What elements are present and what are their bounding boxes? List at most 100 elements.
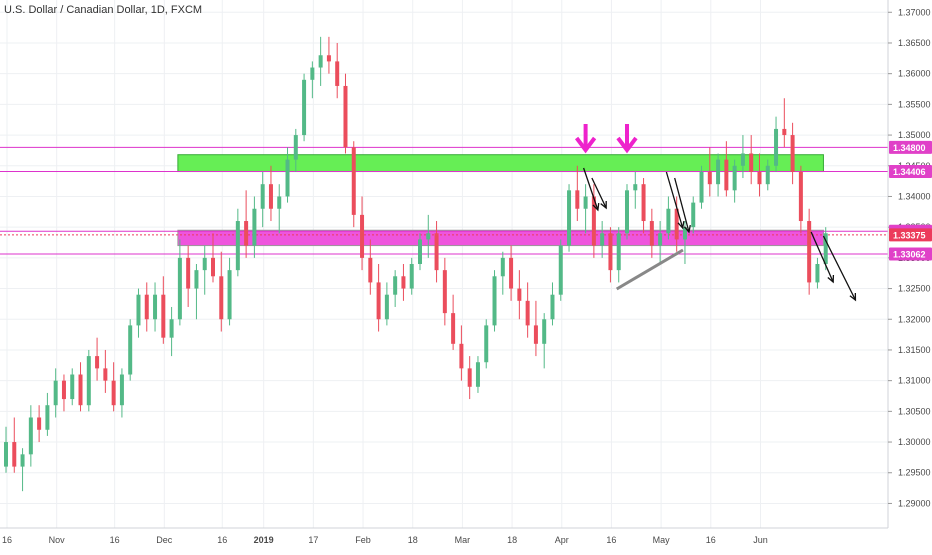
x-tick-label: 16 (2, 535, 12, 545)
level-lines (0, 146, 888, 255)
black-arrowhead (677, 220, 685, 230)
candle-body (70, 374, 75, 400)
x-tick-label: Mar (455, 535, 471, 545)
time-axis[interactable]: 16 Nov 16 Dec 16 2019 17 Feb 18 Mar 18 Apr 16 May 16 Ju… (0, 527, 888, 545)
candle-body (128, 325, 133, 375)
candle-body (765, 165, 770, 185)
candle-body (12, 442, 17, 467)
candle-body (401, 276, 406, 289)
black-arrowhead (683, 225, 691, 234)
price-label-bg (889, 247, 932, 261)
candle-body (625, 190, 629, 234)
candle-body (649, 221, 654, 246)
candle-body (492, 276, 497, 326)
candle-body (144, 294, 149, 320)
candle-body (384, 294, 389, 320)
candle-body (227, 270, 232, 320)
black-arrow (591, 177, 607, 209)
y-tick-label: 1.29500 (898, 468, 931, 478)
candle-body (360, 214, 365, 258)
candle-body (95, 356, 100, 369)
candle-body (326, 55, 331, 62)
candle-body (633, 184, 638, 191)
x-tick-label: Nov (49, 535, 66, 545)
candle-body (136, 294, 141, 326)
y-tick-label: 1.31500 (898, 345, 931, 355)
x-tick-label: Feb (355, 535, 371, 545)
candle-body (235, 221, 240, 271)
price-label-bg (889, 140, 932, 154)
candle-body (691, 202, 696, 228)
candle-body (302, 79, 307, 136)
candle-body (716, 159, 721, 185)
candle-body (591, 196, 596, 246)
symbol-title: U.S. Dollar / Canadian Dollar, 1D, FXCM (4, 4, 203, 16)
candle-body (467, 368, 472, 387)
price-axis[interactable]: 1.370001.365001.360001.355001.350001.345… (887, 0, 931, 528)
candle-body (103, 368, 108, 381)
candle-body (393, 276, 398, 295)
candle-body (119, 374, 124, 406)
candle-body (368, 257, 373, 283)
x-tick-label: May (653, 535, 671, 545)
candle-body (682, 227, 687, 240)
candle-body (161, 294, 166, 338)
candle-body (260, 184, 265, 209)
magenta-arrowhead (574, 136, 597, 154)
x-tick-label: Dec (156, 535, 173, 545)
y-tick-label: 1.36000 (898, 69, 931, 79)
candle-body (53, 380, 58, 406)
price-label: 1.33062 (893, 250, 926, 260)
y-tick-label: 1.30000 (898, 437, 931, 447)
candle-body (608, 233, 613, 271)
candle-body (724, 159, 729, 191)
candle-body (699, 171, 704, 203)
candle-body (277, 196, 282, 209)
candle-body (567, 190, 572, 246)
black-arrow (582, 167, 599, 211)
candle-body (484, 325, 489, 363)
x-tick-label: 2019 (254, 535, 274, 545)
candles (4, 36, 828, 492)
candle-body (542, 319, 547, 344)
support-zone (177, 229, 824, 247)
black-arrow (665, 171, 684, 229)
candle-body (252, 208, 257, 246)
candle-body (533, 325, 538, 344)
y-tick-label: 1.35500 (898, 99, 931, 109)
candle-body (807, 221, 812, 283)
candle-body (658, 233, 663, 246)
price-label: 1.34406 (893, 167, 926, 177)
candle-body (798, 171, 803, 222)
y-tick-label: 1.34000 (898, 191, 931, 201)
x-tick-label: 16 (706, 535, 716, 545)
candle-body (583, 196, 588, 209)
candle-body (177, 257, 182, 320)
candle-body (28, 417, 33, 455)
candle-body (434, 233, 439, 271)
price-label-bg (889, 228, 932, 242)
candle-body (732, 165, 737, 191)
candle-body (823, 233, 828, 264)
y-tick-label: 1.31000 (898, 376, 931, 386)
candle-body (153, 294, 158, 320)
candle-body (4, 442, 8, 467)
candle-body (451, 313, 456, 344)
x-tick-label: 18 (408, 535, 418, 545)
trend-line (615, 248, 684, 291)
magenta-arrowhead (616, 136, 638, 154)
y-tick-label: 1.37000 (898, 7, 931, 17)
y-tick-label: 1.30500 (898, 406, 931, 416)
candle-body (815, 264, 820, 283)
candle-body (600, 233, 605, 246)
candle-body (418, 239, 422, 264)
candle-body (500, 257, 505, 277)
black-arrowhead (600, 200, 607, 210)
candle-body (351, 147, 356, 215)
x-tick-label: 16 (606, 535, 616, 545)
candle-body (285, 159, 290, 197)
candle-body (558, 245, 563, 295)
y-tick-label: 1.35000 (898, 130, 931, 140)
